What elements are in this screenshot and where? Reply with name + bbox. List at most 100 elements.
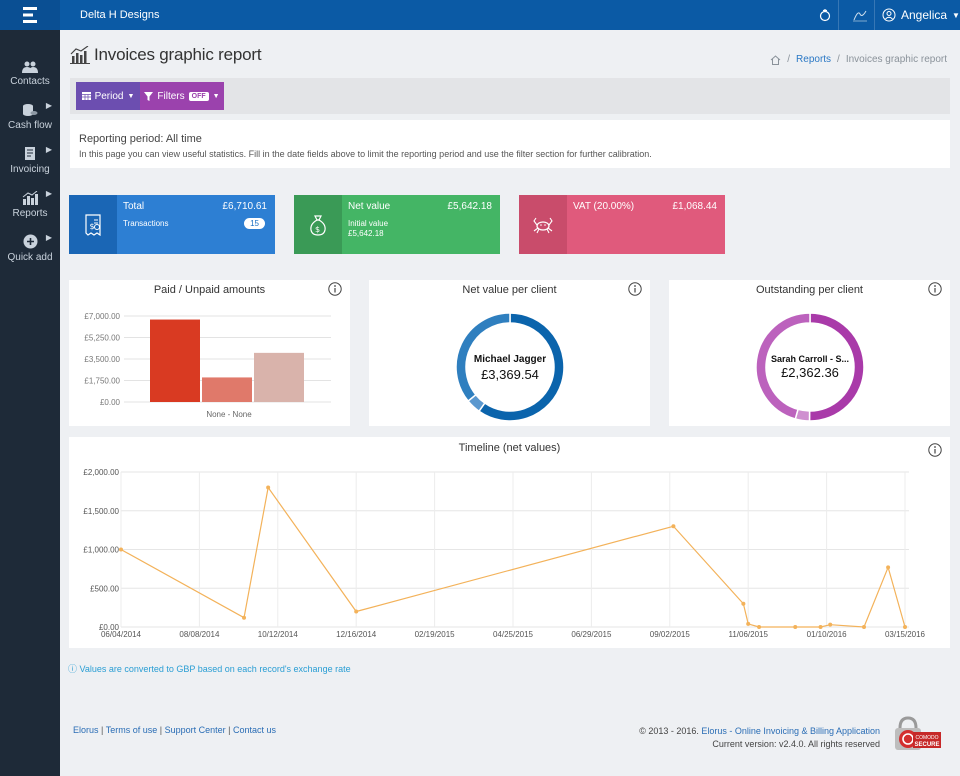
info-circle-icon: ⓘ [68, 664, 78, 674]
notification-icon[interactable] [817, 7, 833, 23]
footer-links: Elorus | Terms of use | Support Center |… [73, 725, 277, 735]
divider [838, 0, 839, 30]
logo-icon [23, 7, 37, 23]
elorus-logo[interactable] [0, 0, 60, 30]
breadcrumb-separator: / [787, 54, 791, 65]
data-point [242, 615, 247, 620]
sidebar-item-contacts[interactable]: Contacts [0, 47, 60, 87]
chevron-right-icon: ▶ [45, 189, 52, 198]
info-icon[interactable] [928, 282, 942, 296]
outstanding-per-client-title: Outstanding per client [755, 284, 863, 296]
seal-text: SECURE [914, 742, 939, 748]
coins-icon [23, 104, 38, 116]
transactions-label: Transactions [123, 219, 169, 228]
money-bag-icon: $ [294, 195, 342, 254]
donut-slice [755, 312, 811, 420]
company-name[interactable]: Delta H Designs [80, 9, 160, 21]
footer-link-terms[interactable]: Terms of use [105, 725, 158, 735]
vat-label: VAT (20.00%) [573, 201, 635, 212]
data-point [757, 625, 762, 629]
sidebar-item-label: Cash flow [8, 120, 52, 131]
chevron-right-icon: ▶ [45, 145, 52, 154]
footer-link-support[interactable]: Support Center [164, 725, 226, 735]
sidebar-item-label: Quick add [7, 252, 53, 263]
data-point [861, 625, 866, 629]
version-text: Current version: v2.4.0. All rights rese… [712, 739, 880, 749]
period-button[interactable]: Period ▼ [76, 82, 140, 110]
x-tick-label: 02/19/2015 [415, 630, 456, 639]
total-label: Total [123, 201, 145, 212]
svg-text:$: $ [90, 222, 95, 231]
reporting-period-description: In this page you can view useful statist… [79, 149, 652, 159]
footer-app-link[interactable]: Elorus - Online Invoicing & Billing Appl… [701, 726, 880, 736]
y-tick-label: £1,000.00 [83, 546, 119, 555]
footer-copyright: © 2013 - 2016. Elorus - Online Invoicing… [639, 725, 880, 751]
outstanding-per-client-panel: Outstanding per client Sarah Carroll - S… [669, 280, 950, 426]
y-tick-label: £500.00 [90, 584, 119, 593]
sidebar-item-label: Contacts [10, 76, 50, 87]
info-icon[interactable] [628, 282, 642, 296]
series-line [120, 485, 906, 628]
info-icon[interactable] [928, 443, 942, 457]
user-menu[interactable]: Angelica ▼ [882, 0, 960, 30]
x-tick-label: 11/06/2015 [728, 630, 768, 639]
receipt-icon: $ [69, 195, 117, 254]
x-tick-label: 04/25/2015 [493, 630, 534, 639]
data-point [746, 621, 751, 626]
info-icon[interactable] [328, 282, 342, 296]
timeline-title: Timeline (net values) [458, 442, 561, 454]
footer-link-elorus[interactable]: Elorus [73, 725, 99, 735]
filter-icon [144, 91, 154, 101]
data-point [671, 524, 676, 529]
user-icon [882, 8, 896, 22]
caret-down-icon: ▼ [212, 92, 220, 100]
data-point [741, 601, 746, 606]
initial-value-amount: £5,642.18 [348, 229, 384, 238]
y-tick-label: £7,000.00 [84, 312, 120, 321]
y-tick-label: £1,500.00 [83, 507, 119, 516]
sidebar-item-cash-flow[interactable]: ▶ Cash flow [0, 91, 60, 131]
caret-down-icon: ▼ [127, 92, 135, 100]
period-button-label: Period [94, 90, 124, 102]
comodo-secure-seal[interactable]: COMODO SECURE [890, 716, 942, 754]
page-title: Invoices graphic report [94, 45, 262, 64]
sidebar-item-reports[interactable]: ▶ Reports [0, 179, 60, 219]
y-tick-label: £5,250.00 [84, 334, 120, 343]
crab-icon [519, 195, 567, 254]
filters-button[interactable]: Filters OFF ▼ [140, 82, 224, 110]
x-tick-label: 12/16/2014 [336, 630, 377, 639]
breadcrumb-reports-link[interactable]: Reports [796, 54, 832, 65]
donut-center-value: £3,369.54 [481, 367, 539, 382]
home-icon[interactable] [770, 54, 781, 65]
signature-icon[interactable] [852, 7, 868, 23]
x-tick-label: 06/04/2014 [101, 630, 142, 639]
donut-center-name: Michael Jagger [474, 354, 546, 365]
donut-slice [455, 312, 511, 403]
timeline-line-chart: £2,000.00£1,500.00£1,000.00£500.00£0.000… [83, 468, 925, 639]
y-tick-label: £0.00 [99, 623, 120, 632]
top-bar: Delta H Designs Angelica ▼ [0, 0, 960, 30]
x-tick-label: 08/08/2014 [179, 630, 220, 639]
bar [150, 319, 200, 402]
sidebar-item-label: Reports [12, 208, 48, 219]
data-point [828, 622, 833, 627]
data-point [266, 485, 271, 490]
user-name: Angelica [901, 8, 948, 22]
transactions-count-badge: 15 [244, 218, 265, 229]
calendar-icon [81, 92, 91, 100]
bar [254, 352, 304, 402]
users-icon [22, 61, 38, 73]
reporting-period-title: Reporting period: All time [79, 133, 202, 145]
x-category-label: None - None [206, 410, 252, 419]
initial-value-label: Initial value [348, 219, 389, 228]
invoice-icon [25, 147, 35, 160]
x-tick-label: 09/02/2015 [650, 630, 691, 639]
sidebar-item-invoicing[interactable]: ▶ Invoicing [0, 135, 60, 175]
x-tick-label: 10/12/2014 [258, 630, 299, 639]
donut-center-value: £2,362.36 [781, 365, 839, 380]
footer-link-contact[interactable]: Contact us [233, 725, 277, 735]
report-chart-icon [70, 46, 90, 64]
y-tick-label: £1,750.00 [84, 377, 120, 386]
sidebar-item-quick-add[interactable]: ▶ Quick add [0, 223, 60, 263]
breadcrumb: / Reports / Invoices graphic report [770, 54, 947, 65]
